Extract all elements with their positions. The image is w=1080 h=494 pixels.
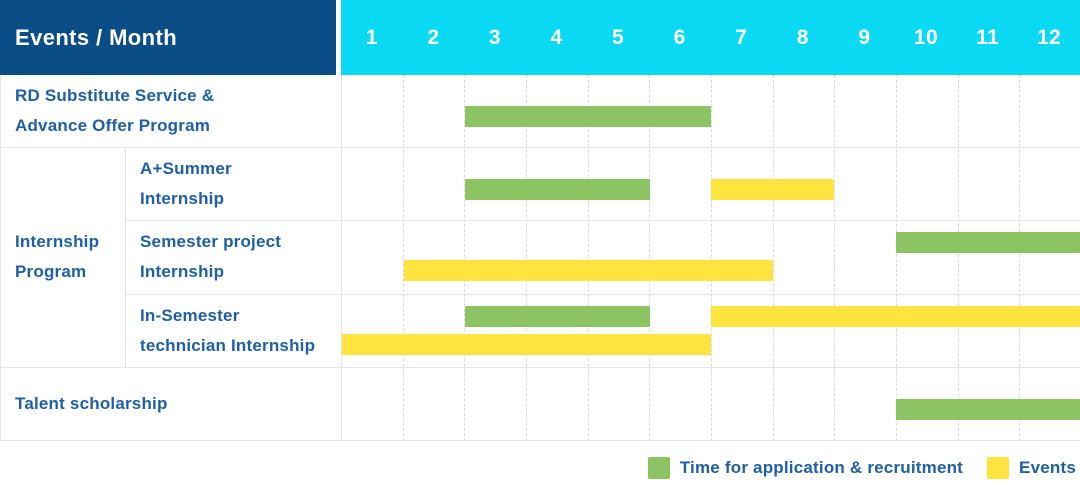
row-chart: [342, 221, 1080, 293]
row-chart: [342, 295, 1080, 367]
gantt-bar-yellow: [342, 333, 711, 355]
table-row-semester-project: Semester project Internship: [1, 221, 1080, 295]
month-label: 2: [427, 25, 440, 49]
row-chart: [342, 75, 1080, 147]
table-row-rd-substitute: RD Substitute Service & Advance Offer Pr…: [1, 75, 1080, 149]
month-label: 12: [1037, 25, 1062, 49]
month-label: 1: [365, 25, 378, 49]
gantt-bar-green: [465, 179, 650, 201]
gantt-table: RD Substitute Service & Advance Offer Pr…: [0, 75, 1080, 441]
gantt-bar-yellow: [403, 260, 773, 282]
month-label: 11: [976, 25, 1000, 49]
row-label: In-Semester technician Internship: [126, 294, 342, 367]
group-label-internship-program: Internship Program: [1, 148, 126, 368]
legend-item-application-recruitment: Time for application & recruitment: [647, 456, 964, 479]
month-label: 3: [488, 25, 501, 49]
month-label: 10: [913, 25, 939, 49]
month-label: 9: [858, 25, 871, 49]
gantt-bar-green: [895, 232, 1080, 254]
row-label: RD Substitute Service & Advance Offer Pr…: [1, 75, 342, 148]
table-row-a-plus-summer: A+Summer Internship: [1, 148, 1080, 222]
month-label: 8: [796, 25, 809, 49]
gantt-bar-green: [465, 305, 650, 327]
month-label: 6: [673, 25, 686, 49]
month-label: 7: [735, 25, 748, 49]
month-label: 5: [612, 25, 625, 49]
legend-swatch-yellow: [987, 456, 1010, 479]
table-row-talent-scholarship: Talent scholarship: [1, 367, 1080, 441]
row-chart: [342, 148, 1080, 220]
gantt-bar-green: [465, 106, 711, 127]
gantt-bar-yellow: [711, 305, 1080, 327]
table-header: Events / Month 1 2 3 4 5 6 7 8 9 10 11 12: [0, 0, 1080, 75]
row-label: Semester project Internship: [126, 221, 342, 294]
gantt-bar-green: [895, 398, 1080, 420]
table-row-in-semester-technician: In-Semester technician Internship: [1, 294, 1080, 368]
header-corner-label: Events / Month: [0, 0, 336, 75]
row-chart: [342, 368, 1080, 440]
row-label: Talent scholarship: [1, 367, 342, 440]
legend: Time for application & recruitment Event…: [0, 441, 1080, 494]
month-label: 4: [550, 25, 563, 49]
legend-label: Events: [1019, 457, 1076, 477]
legend-label: Time for application & recruitment: [679, 457, 964, 477]
gantt-bar-yellow: [711, 179, 834, 201]
row-label: A+Summer Internship: [126, 148, 342, 221]
month-header: 1 2 3 4 5 6 7 8 9 10 11 12: [341, 0, 1080, 75]
legend-item-events: Events: [987, 456, 1076, 479]
legend-swatch-green: [647, 456, 670, 479]
